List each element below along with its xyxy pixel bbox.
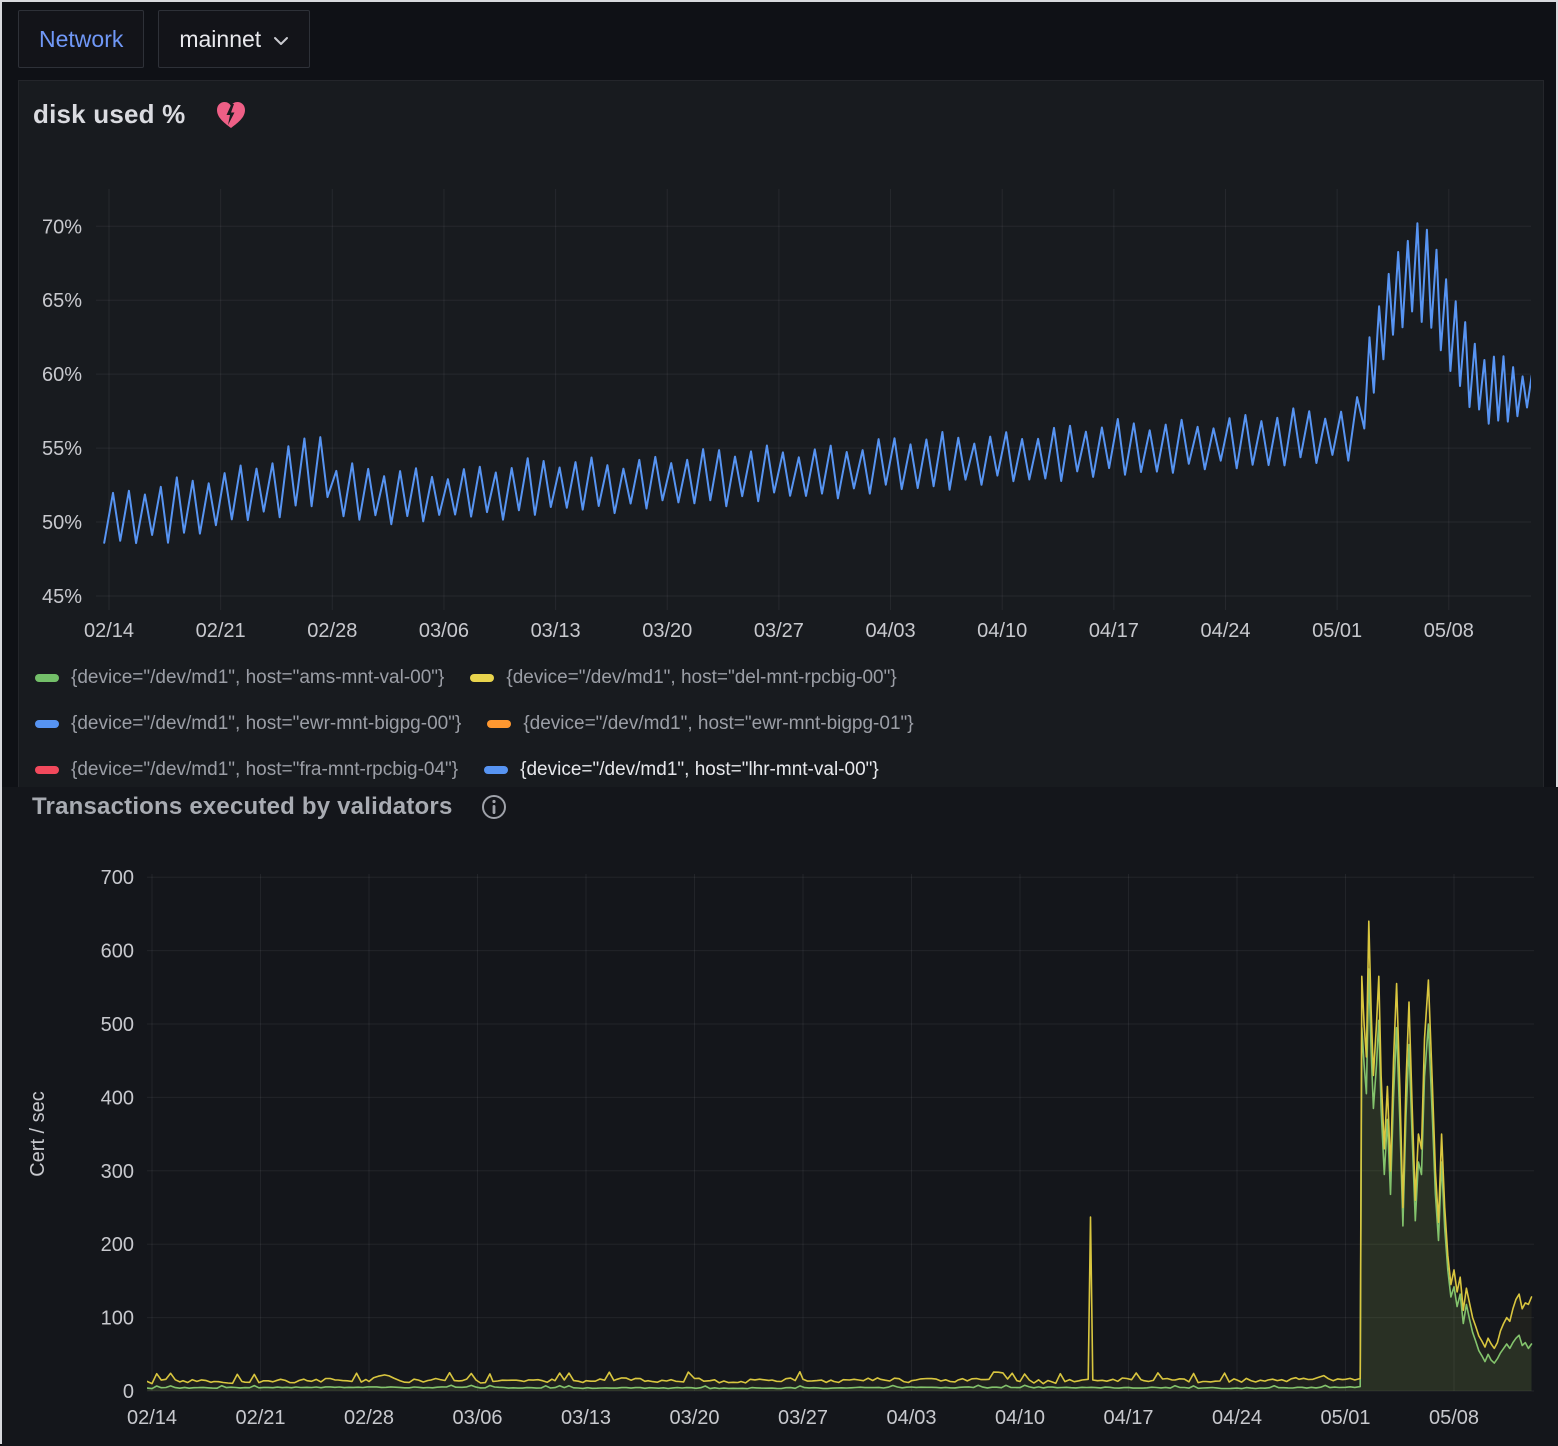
- svg-text:700: 700: [101, 867, 134, 889]
- disk-used-chart[interactable]: 45% 50% 55% 60% 65% 70% 02/14 02/21 02/28 03/06 03…: [21, 173, 1537, 655]
- svg-text:03/13: 03/13: [561, 1407, 611, 1429]
- svg-text:03/20: 03/20: [669, 1407, 719, 1429]
- svg-text:70%: 70%: [42, 216, 82, 238]
- dashboard-variables-bar: Network mainnet: [18, 10, 310, 68]
- svg-text:02/28: 02/28: [307, 620, 357, 642]
- svg-text:04/10: 04/10: [977, 620, 1027, 642]
- svg-text:400: 400: [101, 1087, 134, 1109]
- legend-series-swatch: [470, 674, 494, 682]
- svg-text:04/17: 04/17: [1103, 1407, 1153, 1429]
- svg-text:600: 600: [101, 941, 134, 963]
- svg-text:Cert / sec: Cert / sec: [27, 1091, 49, 1177]
- legend-series-swatch: [487, 720, 511, 728]
- network-variable-select[interactable]: mainnet: [158, 10, 310, 68]
- svg-text:03/20: 03/20: [642, 620, 692, 642]
- svg-text:03/13: 03/13: [531, 620, 581, 642]
- svg-text:03/27: 03/27: [754, 620, 804, 642]
- legend-item[interactable]: {device="/dev/md1", host="fra-mnt-rpcbig…: [35, 759, 458, 781]
- transactions-chart[interactable]: 0 100 200 300 400 500 600 700 02/14 02/21 02/28 03/…: [22, 860, 1542, 1446]
- panel-title-disk-used[interactable]: disk used %: [33, 99, 185, 130]
- legend-series-swatch: [35, 766, 59, 774]
- svg-text:50%: 50%: [42, 512, 82, 534]
- svg-text:02/21: 02/21: [235, 1407, 285, 1429]
- svg-text:500: 500: [101, 1014, 134, 1036]
- svg-text:04/03: 04/03: [886, 1407, 936, 1429]
- svg-text:65%: 65%: [42, 290, 82, 312]
- svg-text:0: 0: [123, 1381, 134, 1403]
- legend-series-label: {device="/dev/md1", host="ewr-mnt-bigpg-…: [523, 713, 913, 735]
- svg-text:45%: 45%: [42, 586, 82, 608]
- disk-used-legend: {device="/dev/md1", host="ams-mnt-val-00…: [35, 655, 914, 793]
- svg-text:05/01: 05/01: [1320, 1407, 1370, 1429]
- transactions-panel: Transactions executed by validators 0 100…: [2, 787, 1558, 1446]
- svg-text:04/24: 04/24: [1212, 1407, 1262, 1429]
- svg-text:04/10: 04/10: [995, 1407, 1045, 1429]
- legend-item[interactable]: {device="/dev/md1", host="del-mnt-rpcbig…: [470, 667, 896, 689]
- panel-title-transactions[interactable]: Transactions executed by validators: [32, 793, 453, 821]
- legend-series-label: {device="/dev/md1", host="ams-mnt-val-00…: [71, 667, 444, 689]
- svg-text:04/24: 04/24: [1200, 620, 1250, 642]
- heart-break-icon: [215, 100, 247, 130]
- network-variable-label-text: Network: [39, 26, 123, 53]
- svg-text:300: 300: [101, 1161, 134, 1183]
- svg-text:60%: 60%: [42, 364, 82, 386]
- svg-text:100: 100: [101, 1308, 134, 1330]
- svg-text:04/17: 04/17: [1089, 620, 1139, 642]
- legend-series-label: {device="/dev/md1", host="lhr-mnt-val-00…: [520, 759, 879, 781]
- legend-item[interactable]: {device="/dev/md1", host="ewr-mnt-bigpg-…: [487, 713, 913, 735]
- legend-item[interactable]: {device="/dev/md1", host="ewr-mnt-bigpg-…: [35, 713, 461, 735]
- svg-text:03/06: 03/06: [419, 620, 469, 642]
- svg-text:200: 200: [101, 1234, 134, 1256]
- disk-used-panel: disk used % 45% 50% 55% 60% 65% 70% 02/14 02/21…: [18, 80, 1544, 794]
- legend-series-swatch: [35, 674, 59, 682]
- svg-text:05/01: 05/01: [1312, 620, 1362, 642]
- svg-text:05/08: 05/08: [1424, 620, 1474, 642]
- legend-item[interactable]: {device="/dev/md1", host="lhr-mnt-val-00…: [484, 759, 879, 781]
- svg-text:02/21: 02/21: [196, 620, 246, 642]
- legend-series-swatch: [35, 720, 59, 728]
- svg-text:03/27: 03/27: [778, 1407, 828, 1429]
- svg-text:03/06: 03/06: [452, 1407, 502, 1429]
- legend-series-label: {device="/dev/md1", host="fra-mnt-rpcbig…: [71, 759, 458, 781]
- svg-text:04/03: 04/03: [866, 620, 916, 642]
- legend-series-swatch: [484, 766, 508, 774]
- legend-series-label: {device="/dev/md1", host="del-mnt-rpcbig…: [506, 667, 896, 689]
- info-icon[interactable]: [481, 794, 507, 820]
- svg-text:02/14: 02/14: [127, 1407, 177, 1429]
- chevron-down-icon: [273, 36, 289, 46]
- svg-text:55%: 55%: [42, 438, 82, 460]
- svg-text:02/28: 02/28: [344, 1407, 394, 1429]
- network-variable-label[interactable]: Network: [18, 10, 144, 68]
- svg-text:02/14: 02/14: [84, 620, 134, 642]
- network-variable-value: mainnet: [179, 26, 261, 53]
- legend-item[interactable]: {device="/dev/md1", host="ams-mnt-val-00…: [35, 667, 444, 689]
- svg-text:05/08: 05/08: [1429, 1407, 1479, 1429]
- legend-series-label: {device="/dev/md1", host="ewr-mnt-bigpg-…: [71, 713, 461, 735]
